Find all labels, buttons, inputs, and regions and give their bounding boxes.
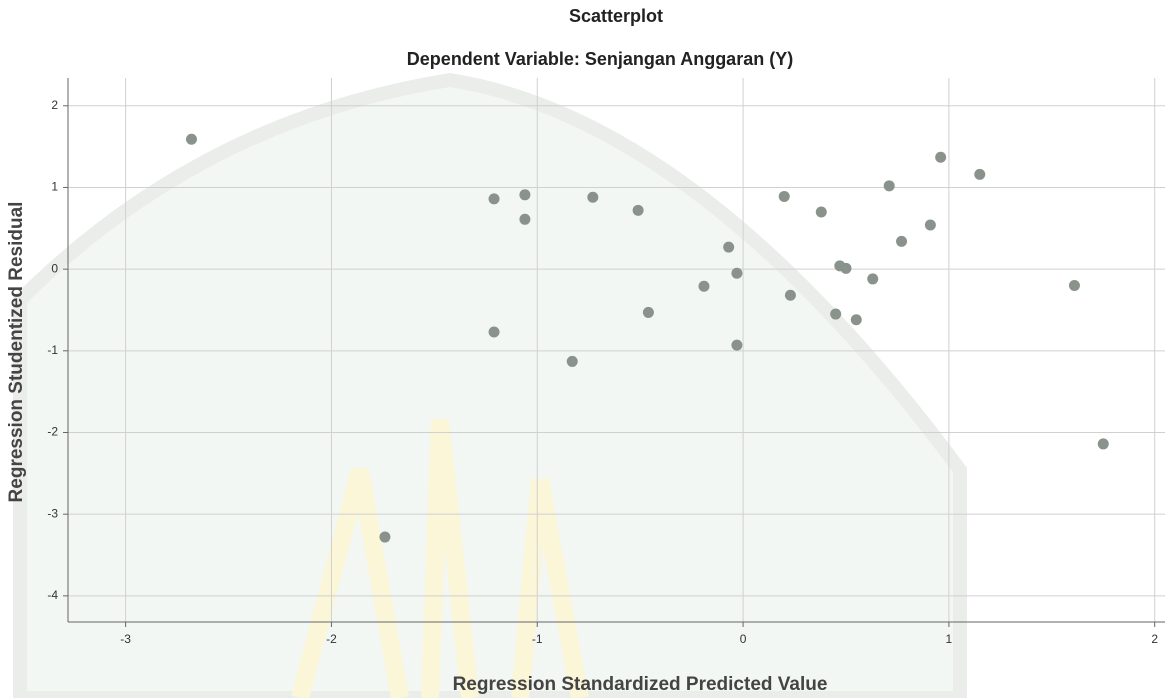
- point: [830, 309, 841, 320]
- x-axis-title: Regression Standardized Predicted Value: [453, 674, 828, 695]
- watermark: [20, 80, 960, 698]
- x-tick-label: 1: [946, 632, 953, 646]
- point: [816, 206, 827, 217]
- point: [186, 134, 197, 145]
- point: [379, 532, 390, 543]
- point: [867, 273, 878, 284]
- point: [567, 356, 578, 367]
- chart: Scatterplot Dependent Variable: Senjanga…: [0, 0, 1165, 698]
- x-tick-label: 0: [740, 632, 747, 646]
- point: [851, 314, 862, 325]
- point: [723, 242, 734, 253]
- point: [587, 192, 598, 203]
- point: [489, 327, 500, 338]
- x-tick-label: 2: [1151, 632, 1158, 646]
- y-tick-label: -1: [47, 343, 58, 357]
- point: [519, 214, 530, 225]
- point: [519, 189, 530, 200]
- point: [731, 268, 742, 279]
- chart-title: Scatterplot: [569, 6, 663, 26]
- point: [974, 169, 985, 180]
- x-tick-label: -3: [120, 632, 131, 646]
- point: [840, 263, 851, 274]
- point: [785, 290, 796, 301]
- point: [643, 307, 654, 318]
- y-tick-label: 0: [51, 261, 58, 275]
- point: [731, 340, 742, 351]
- y-axis-title: Regression Studentized Residual: [6, 202, 27, 503]
- point: [698, 281, 709, 292]
- y-tick-label: -2: [47, 425, 58, 439]
- point: [1069, 280, 1080, 291]
- y-tick-label: 1: [51, 180, 58, 194]
- chart-subtitle: Dependent Variable: Senjangan Anggaran (…: [407, 49, 793, 69]
- y-tick-label: 2: [51, 98, 58, 112]
- y-tick-label: -4: [47, 588, 58, 602]
- y-tick-label: -3: [47, 506, 58, 520]
- point: [925, 220, 936, 231]
- point: [935, 152, 946, 163]
- x-tick-label: -1: [532, 632, 543, 646]
- point: [1098, 438, 1109, 449]
- point: [779, 191, 790, 202]
- x-tick-label: -2: [326, 632, 337, 646]
- watermark-shape: [20, 80, 960, 698]
- point: [633, 205, 644, 216]
- point: [489, 193, 500, 204]
- point: [884, 180, 895, 191]
- point: [896, 236, 907, 247]
